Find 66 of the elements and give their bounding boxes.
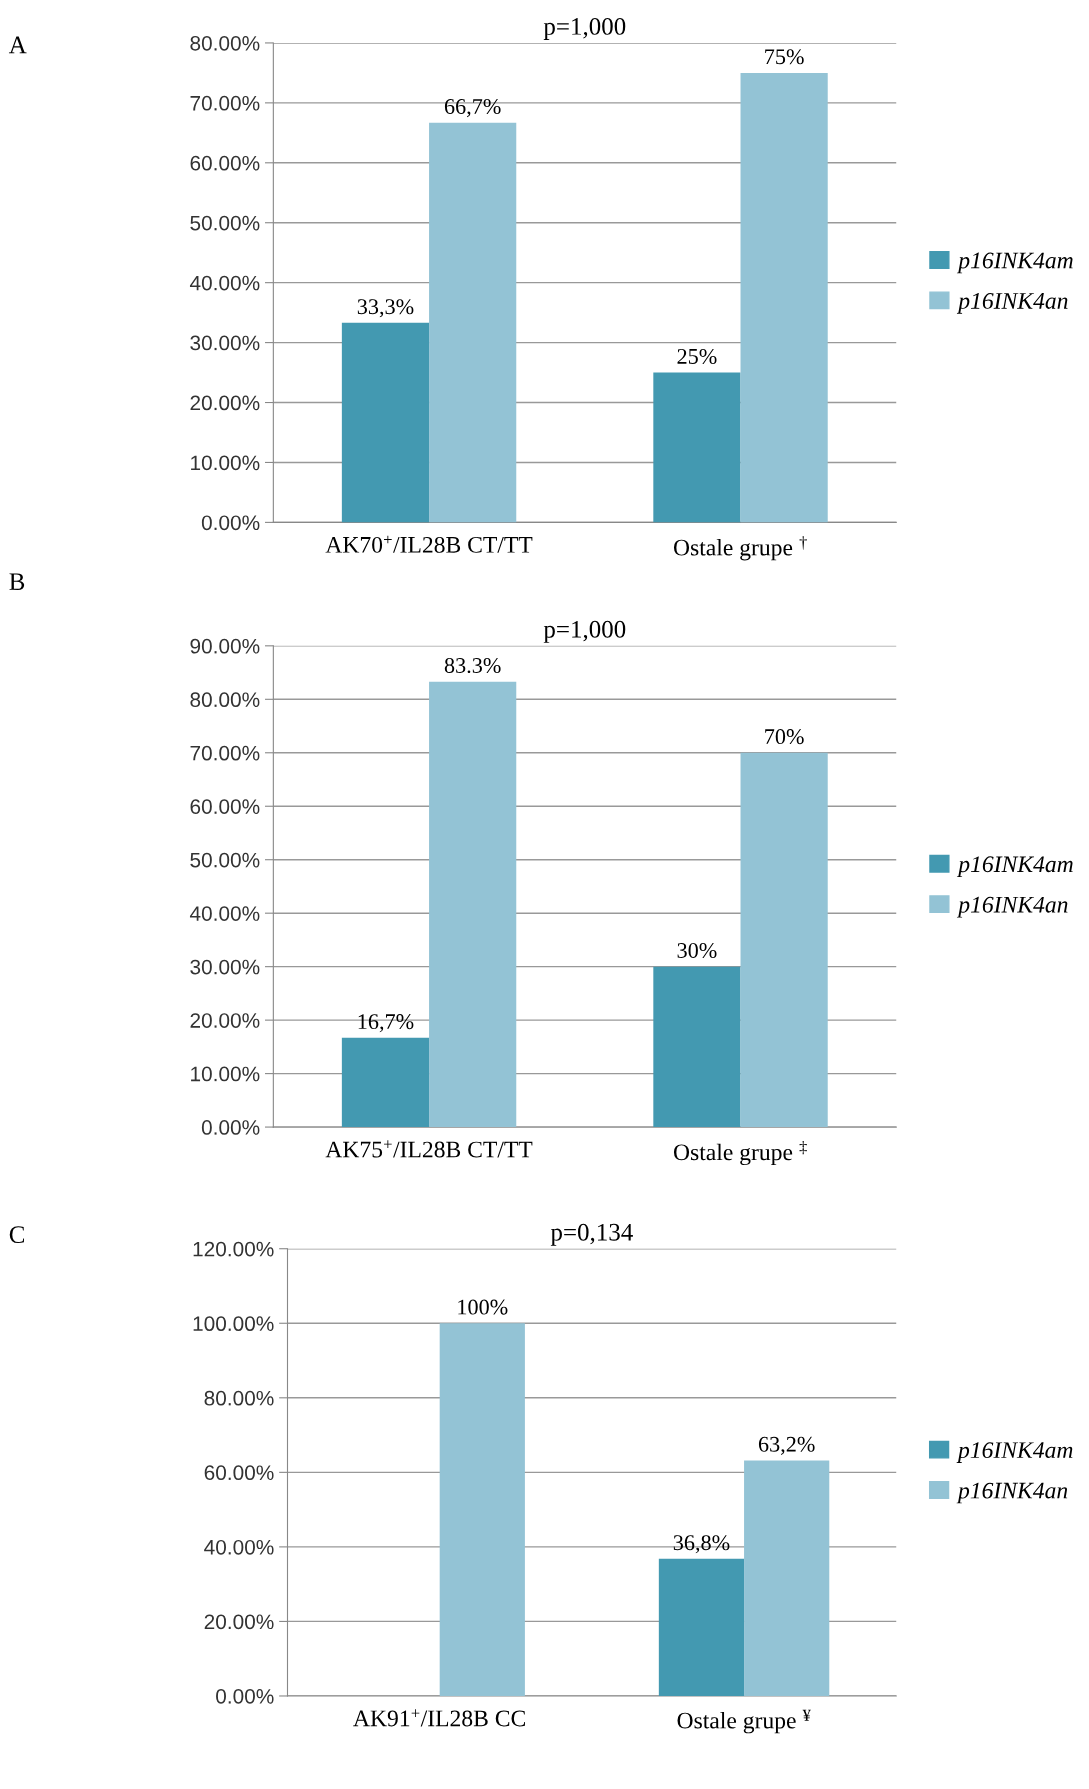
- legend-label: p16INK4am: [956, 252, 1073, 274]
- y-tick-label: 70.00%: [190, 745, 260, 761]
- x-tick-label: AK70$^{+}$/IL28B CT/TT: [325, 535, 533, 553]
- y-tick-label: 40.00%: [189, 275, 260, 291]
- bar: [429, 681, 517, 1128]
- y-tick-label: 80.00%: [190, 692, 260, 708]
- bar: [429, 122, 517, 523]
- legend-label: p16INK4am: [956, 856, 1073, 878]
- y-tick-label: 20.00%: [190, 1013, 260, 1028]
- y-tick-label: 70.00%: [190, 95, 260, 111]
- bar: [744, 1460, 830, 1696]
- data-label: 70%: [765, 729, 804, 745]
- bar: [653, 372, 741, 523]
- y-tick-label: 30.00%: [190, 335, 260, 351]
- text: B: [9, 573, 25, 590]
- y-tick-label: 50.00%: [190, 215, 260, 231]
- data-label: 75%: [765, 49, 804, 65]
- bar: [740, 72, 828, 523]
- y-tick-label: 100.00%: [193, 1316, 274, 1332]
- bar: [653, 966, 741, 1128]
- data-label: 63,2%: [758, 1436, 815, 1455]
- y-tick-label: 10.00%: [191, 1066, 260, 1082]
- y-tick-label: 0.00%: [201, 515, 260, 531]
- x-tick-label: AK75$^{+}$/IL28B CT/TT: [325, 1140, 533, 1158]
- bar: [658, 1558, 745, 1696]
- chart-title: p=1,000: [543, 620, 626, 643]
- data-label: 83.3%: [444, 657, 501, 674]
- x-tick-label: Ostale grupe $^{‡}$: [673, 1140, 807, 1166]
- y-tick-label: 80.00%: [190, 35, 260, 51]
- legend-label: p16INK4an: [956, 293, 1068, 314]
- y-tick-label: 60.00%: [190, 799, 260, 814]
- data-label: 100%: [458, 1299, 508, 1315]
- text: C: [9, 1226, 25, 1244]
- y-tick-label: 20.00%: [190, 395, 260, 411]
- bar: [341, 322, 430, 523]
- y-tick-label: 60.00%: [204, 1465, 274, 1481]
- y-tick-label: 0.00%: [216, 1688, 274, 1704]
- y-tick-label: 0.00%: [201, 1120, 260, 1135]
- x-tick-label: Ostale grupe $^{†}$: [673, 536, 807, 561]
- bar: [740, 752, 828, 1128]
- data-label: 66,7%: [444, 98, 501, 118]
- y-tick-label: 40.00%: [204, 1539, 274, 1555]
- legend-label: p16INK4an: [956, 1482, 1068, 1504]
- x-tick-label: Ostale grupe $^{¥}$: [677, 1709, 811, 1734]
- y-tick-label: 10.00%: [191, 455, 260, 471]
- legend-label: p16INK4an: [956, 896, 1068, 918]
- y-tick-label: 20.00%: [204, 1614, 274, 1630]
- bar: [439, 1323, 525, 1696]
- data-label: 36,8%: [673, 1535, 730, 1554]
- bar: [341, 1037, 430, 1128]
- y-tick-label: 40.00%: [189, 906, 260, 921]
- text: A: [8, 36, 27, 54]
- x-tick-label: AK91$^{+}$/IL28B CC: [353, 1709, 525, 1727]
- y-tick-label: 80.00%: [204, 1390, 274, 1406]
- y-tick-label: 30.00%: [190, 959, 260, 975]
- legend-label: p16INK4am: [956, 1442, 1073, 1463]
- y-tick-label: 60.00%: [190, 155, 260, 171]
- y-tick-label: 120.00%: [193, 1241, 274, 1257]
- data-label: 16,7%: [358, 1014, 414, 1033]
- data-label: 30%: [677, 942, 717, 959]
- y-tick-label: 50.00%: [190, 852, 260, 868]
- chart-title: p=1,000: [543, 17, 626, 40]
- data-label: 25%: [677, 348, 717, 364]
- y-tick-label: 90.00%: [190, 638, 260, 654]
- data-label: 33,3%: [357, 299, 414, 318]
- chart-title: p=0,134: [550, 1223, 633, 1246]
